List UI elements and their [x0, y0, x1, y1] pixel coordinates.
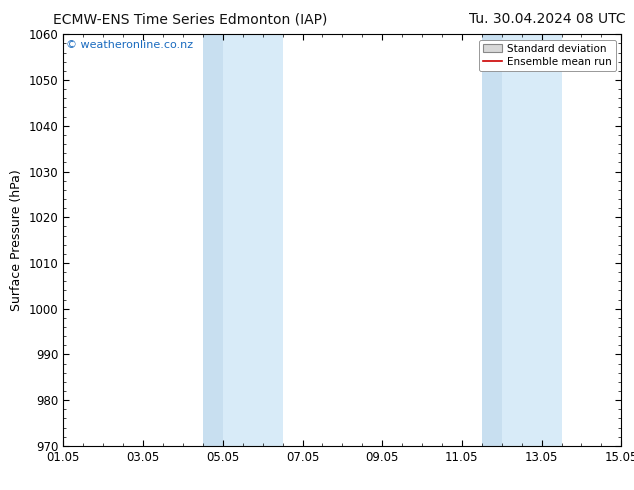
Legend: Standard deviation, Ensemble mean run: Standard deviation, Ensemble mean run — [479, 40, 616, 71]
Bar — [482, 34, 501, 446]
Bar — [223, 34, 283, 446]
Y-axis label: Surface Pressure (hPa): Surface Pressure (hPa) — [10, 169, 23, 311]
Text: © weatheronline.co.nz: © weatheronline.co.nz — [66, 41, 193, 50]
Text: Tu. 30.04.2024 08 UTC: Tu. 30.04.2024 08 UTC — [469, 12, 626, 26]
Bar — [203, 34, 223, 446]
Text: ECMW-ENS Time Series Edmonton (IAP): ECMW-ENS Time Series Edmonton (IAP) — [53, 12, 327, 26]
Bar — [501, 34, 562, 446]
